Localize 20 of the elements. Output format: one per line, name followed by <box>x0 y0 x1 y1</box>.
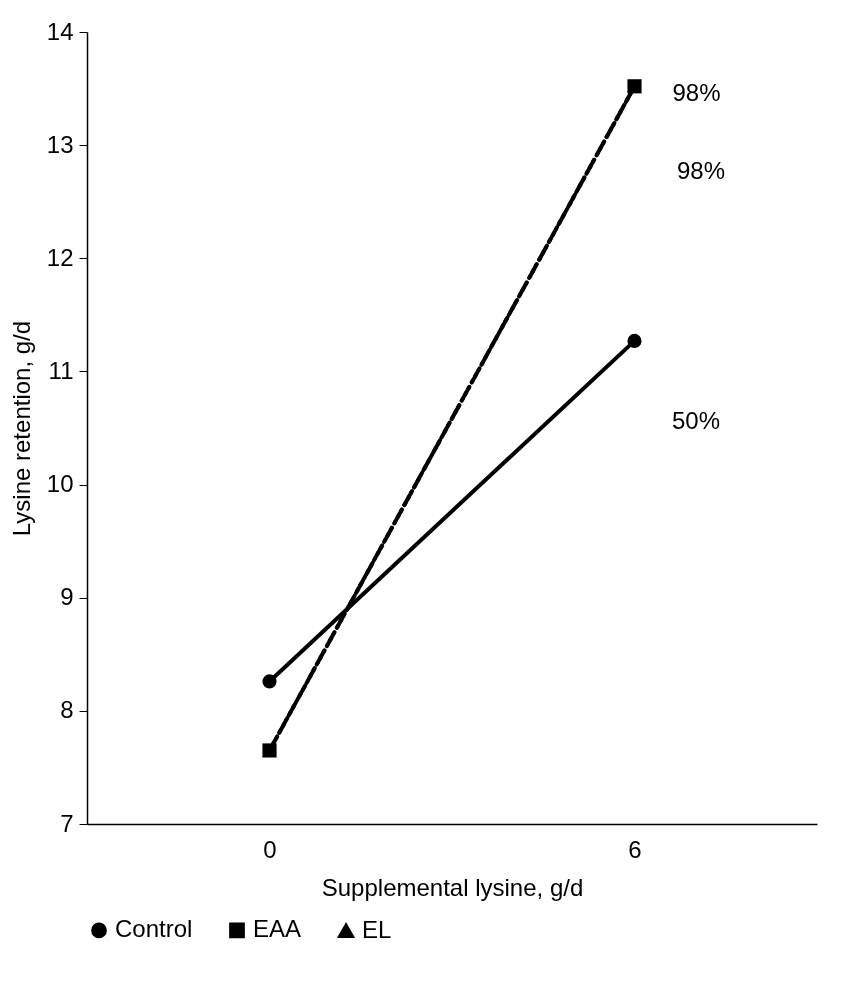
x-axis-title: Supplemental lysine, g/d <box>321 873 584 901</box>
point <box>262 674 277 689</box>
y-tick-label: 14 <box>46 17 74 45</box>
x-tick-label: 0 <box>263 835 277 863</box>
x-tick-label: 6 <box>628 835 642 863</box>
y-tick-label: 11 <box>48 356 74 384</box>
legend-label: EL <box>362 915 392 943</box>
y-tick-label: 10 <box>46 470 74 498</box>
y-tick-label: 7 <box>60 809 74 837</box>
y-tick-label: 8 <box>60 696 74 724</box>
annotation: 50% <box>672 407 721 434</box>
legend-label: Control <box>115 915 193 943</box>
annotation: 98% <box>677 157 726 184</box>
y-tick-label: 12 <box>46 243 74 271</box>
point <box>627 333 642 348</box>
y-tick-label: 9 <box>60 583 74 611</box>
legend-label: EAA <box>253 915 302 943</box>
y-axis-title: Lysine retention, g/d <box>7 320 35 537</box>
annotation: 98% <box>672 79 721 107</box>
y-tick-label: 13 <box>46 130 74 158</box>
